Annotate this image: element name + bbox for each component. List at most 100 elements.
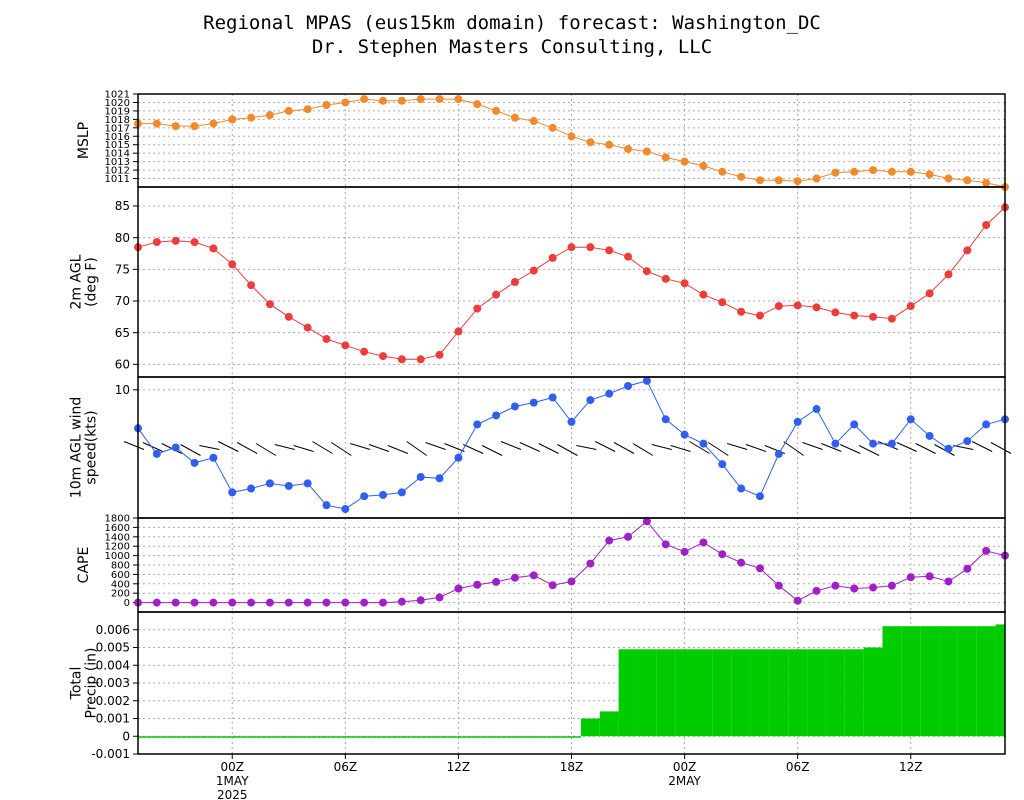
- y-tick-label: 1013: [105, 157, 130, 168]
- data-point: [925, 572, 934, 581]
- y-tick-label: 65: [115, 326, 130, 340]
- data-point: [473, 100, 482, 109]
- y-tick-label: 800: [111, 561, 130, 572]
- y-tick-label: 1600: [105, 523, 130, 534]
- y-tick-label: 75: [115, 263, 130, 277]
- wind-barb: [463, 444, 484, 454]
- data-point: [341, 98, 350, 107]
- y-tick-label: 60: [115, 358, 130, 372]
- wind-barb: [858, 445, 880, 456]
- data-point: [680, 547, 689, 556]
- precip-bar: [486, 736, 506, 738]
- data-point: [379, 598, 388, 607]
- data-point: [360, 347, 369, 356]
- wind-barb: [915, 443, 936, 454]
- data-point: [718, 167, 727, 176]
- data-point: [435, 95, 444, 104]
- y-tick-label: 0.005: [96, 641, 130, 655]
- data-point: [209, 453, 218, 462]
- data-point: [303, 105, 312, 114]
- data-point: [247, 281, 256, 290]
- x-tick-date: 2MAY: [668, 774, 701, 788]
- data-point: [869, 166, 878, 175]
- data-point: [887, 439, 896, 448]
- data-point: [812, 405, 821, 414]
- data-point: [360, 492, 369, 501]
- wind-barb: [274, 444, 295, 450]
- y-tick-label: 10: [115, 383, 130, 397]
- data-point: [228, 488, 237, 497]
- y-tick-label: 70: [115, 294, 130, 308]
- precip-bar: [995, 624, 1005, 737]
- wind-barb: [708, 442, 729, 456]
- wind-barb: [425, 442, 446, 450]
- precip-bar: [335, 736, 355, 738]
- y-tick-label: 200: [111, 589, 130, 600]
- data-point: [510, 278, 519, 286]
- data-point: [755, 492, 764, 501]
- precip-bar: [241, 736, 261, 738]
- data-point: [869, 439, 878, 448]
- data-point: [397, 355, 406, 364]
- y-tick-label: 0.004: [96, 658, 130, 672]
- wind-barb: [594, 441, 616, 452]
- data-point: [793, 177, 802, 186]
- precip-bar: [750, 649, 770, 737]
- data-point: [944, 270, 953, 279]
- data-point: [642, 517, 651, 526]
- data-point: [831, 581, 840, 590]
- precip-bar: [505, 736, 525, 738]
- data-point: [265, 598, 274, 607]
- data-point: [944, 174, 953, 183]
- precip-bar: [675, 649, 695, 737]
- wind-barb: [934, 444, 955, 456]
- data-point: [605, 140, 614, 149]
- data-point: [755, 311, 764, 320]
- data-point: [529, 117, 538, 126]
- data-point: [247, 598, 256, 607]
- y-tick-label: 1011: [105, 174, 130, 185]
- data-point: [454, 95, 463, 104]
- y-tick-label: 80: [115, 231, 130, 245]
- data-point: [793, 596, 802, 605]
- panel-2: 10 10m AGL wind speed(kts): [69, 376, 1012, 519]
- data-point: [416, 95, 425, 104]
- data-point: [152, 598, 161, 607]
- wind-barb: [840, 444, 861, 454]
- wind-barb: [142, 442, 164, 452]
- wind-barb: [218, 441, 239, 452]
- data-point: [284, 481, 293, 490]
- data-point: [906, 302, 915, 311]
- y-tick-label: 0.003: [96, 676, 130, 690]
- y-tick-label: 1014: [105, 149, 130, 160]
- x-tick-label: 06Z: [786, 760, 810, 774]
- data-point: [774, 176, 783, 185]
- data-point: [548, 123, 557, 132]
- data-point: [680, 279, 689, 288]
- y-axis-title: Total: [69, 667, 85, 701]
- x-tick-year: 2025: [217, 788, 248, 800]
- y-tick-label: 1400: [105, 532, 130, 543]
- data-point: [473, 304, 482, 313]
- y-tick-label: 1800: [105, 514, 130, 525]
- data-point: [416, 596, 425, 605]
- y-tick-label: 1015: [105, 140, 130, 151]
- y-axis-title: speed(kts): [84, 410, 100, 484]
- data-point: [831, 308, 840, 317]
- wind-barb: [576, 445, 597, 450]
- wind-barb: [896, 442, 917, 452]
- wind-barb: [331, 442, 352, 456]
- wind-barb: [990, 442, 1012, 454]
- data-point: [831, 439, 840, 448]
- data-point: [529, 398, 538, 407]
- data-point: [812, 586, 821, 595]
- data-point: [567, 132, 576, 141]
- data-point: [812, 174, 821, 183]
- wind-barb: [387, 445, 409, 454]
- precip-bar: [939, 626, 958, 737]
- data-point: [548, 253, 557, 262]
- precip-bar: [976, 626, 996, 737]
- data-point: [586, 138, 595, 147]
- wind-barb: [745, 444, 767, 452]
- y-tick-label: 0.006: [96, 623, 130, 637]
